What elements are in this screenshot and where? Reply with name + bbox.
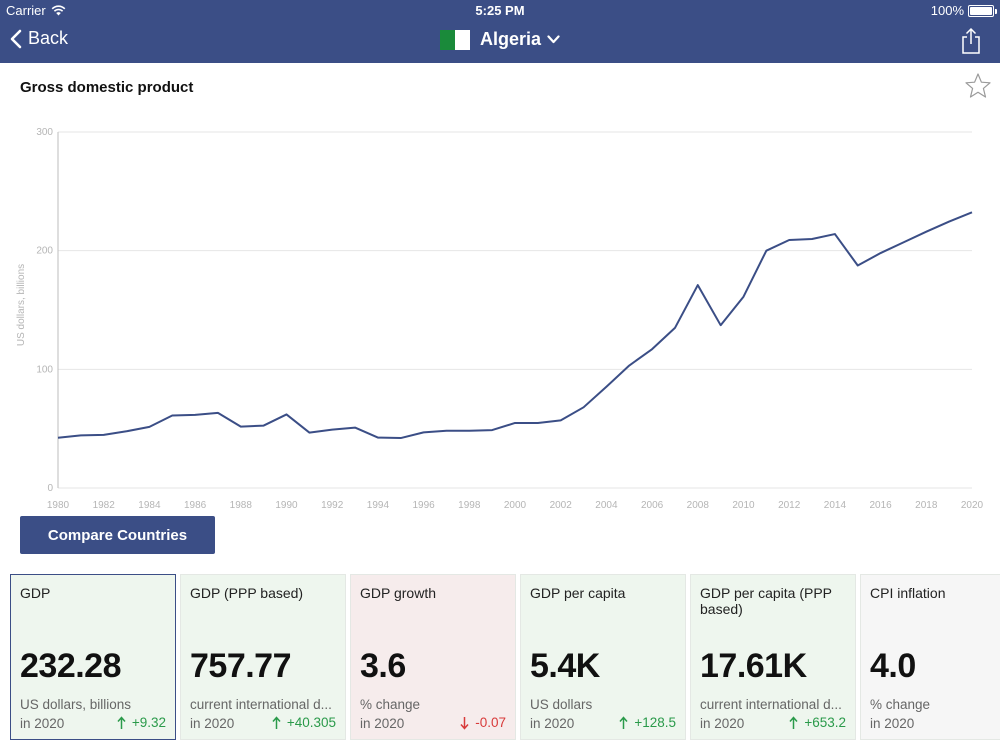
indicator-year: in 2020 (20, 716, 65, 731)
x-tick-label: 2004 (595, 500, 618, 511)
indicator-card[interactable]: GDP 232.28 US dollars, billions in 2020 +9.3… (10, 574, 176, 740)
x-tick-label: 1998 (458, 500, 481, 511)
carrier-label: Carrier (6, 3, 46, 18)
x-tick-label: 1994 (367, 500, 390, 511)
chevron-left-icon (10, 29, 22, 48)
status-bar: Carrier 5:25 PM 100% (0, 0, 1000, 20)
x-tick-label: 1980 (47, 500, 70, 511)
indicator-name: GDP per capita (530, 585, 626, 601)
arrow-up-icon (619, 715, 628, 729)
indicator-change-value: +653.2 (804, 715, 846, 730)
indicator-change: +40.305 (272, 715, 336, 730)
x-tick-label: 2008 (687, 500, 710, 511)
x-tick-label: 1990 (275, 500, 298, 511)
indicator-name: GDP per capita (PPP based) (700, 585, 832, 617)
y-tick-label: 300 (36, 127, 53, 138)
y-tick-label: 0 (47, 483, 53, 494)
indicator-value: 17.61K (700, 647, 807, 685)
indicator-unit: current international d... (700, 697, 842, 712)
y-axis-label: US dollars, billions (16, 264, 27, 346)
share-icon[interactable] (960, 27, 982, 55)
indicator-value: 232.28 (20, 647, 122, 685)
chevron-down-icon (547, 35, 560, 44)
indicator-value: 4.0 (870, 647, 916, 685)
indicator-card[interactable]: GDP (PPP based) 757.77 current internation… (180, 574, 346, 740)
indicator-value: 5.4K (530, 647, 600, 685)
x-tick-label: 2018 (915, 500, 938, 511)
indicator-year: in 2020 (870, 716, 915, 731)
indicator-name: GDP (PPP based) (190, 585, 304, 601)
x-tick-label: 2002 (550, 500, 573, 511)
y-tick-label: 200 (36, 246, 53, 257)
x-tick-label: 1984 (138, 500, 161, 511)
battery-label: 100% (930, 3, 964, 18)
wifi-icon (51, 5, 66, 16)
indicator-unit: US dollars (530, 697, 593, 712)
indicator-change: +653.2 (789, 715, 846, 730)
x-tick-label: 1996 (412, 500, 435, 511)
indicator-name: GDP growth (360, 585, 436, 601)
gdp-series-line (57, 211, 973, 440)
arrow-up-icon (272, 715, 281, 729)
back-button[interactable]: Back (10, 28, 68, 49)
indicator-change-value: +40.305 (286, 715, 336, 730)
indicator-year: in 2020 (190, 716, 235, 731)
y-tick-label: 100 (36, 364, 53, 375)
indicator-card[interactable]: GDP per capita 5.4K US dollars in 2020 +128.… (520, 574, 686, 740)
indicator-name: GDP (20, 585, 51, 601)
algeria-flag-icon (439, 29, 470, 50)
x-tick-label: 2014 (824, 500, 847, 511)
x-tick-label: 1982 (93, 500, 116, 511)
indicator-cards: GDP 232.28 US dollars, billions in 2020 +9.3… (10, 574, 1000, 740)
x-tick-label: 2010 (732, 500, 755, 511)
indicator-unit: current international d... (190, 697, 332, 712)
indicator-change-value: -0.07 (475, 715, 506, 730)
x-tick-label: 1988 (230, 500, 253, 511)
compare-countries-button[interactable]: Compare Countries (20, 516, 215, 554)
status-time: 5:25 PM (475, 3, 525, 18)
indicator-change: +9.32 (117, 715, 166, 730)
carrier-indicator: Carrier (6, 3, 66, 18)
indicator-change: +128.5 (619, 715, 676, 730)
x-tick-label: 1992 (321, 500, 344, 511)
country-name: Algeria (479, 29, 542, 49)
indicator-card[interactable]: GDP growth 3.6 % change in 2020 -0.07 (350, 574, 516, 740)
battery-icon (968, 4, 997, 17)
gdp-line-chart: 0 100 200 300 1980 1982 1984 1986 1988 1990 1992 19… (16, 127, 984, 511)
arrow-up-icon (789, 715, 798, 729)
indicator-name: CPI inflation (870, 585, 946, 601)
indicator-change-value: +128.5 (634, 715, 676, 730)
country-selector[interactable]: Algeria (480, 29, 560, 50)
indicator-change: -0.07 (460, 715, 506, 730)
indicator-value: 757.77 (190, 647, 292, 685)
indicator-unit: % change (870, 697, 931, 712)
navigation-bar: Back Algeria (0, 20, 1000, 63)
indicator-year: in 2020 (700, 716, 745, 731)
back-label: Back (28, 28, 69, 48)
indicator-card[interactable]: GDP per capita (PPP based) 17.61K current … (690, 574, 856, 740)
arrow-down-icon (460, 716, 469, 730)
x-tick-label: 2016 (869, 500, 892, 511)
indicator-change-value: +9.32 (131, 715, 166, 730)
arrow-up-icon (117, 715, 126, 729)
indicator-year: in 2020 (530, 716, 575, 731)
battery-indicator: 100% (930, 3, 997, 18)
x-tick-label: 1986 (184, 500, 207, 511)
x-tick-label: 2000 (504, 500, 527, 511)
x-tick-label: 2012 (778, 500, 801, 511)
top-bar: Carrier 5:25 PM 100% Back (0, 0, 1000, 63)
x-tick-label: 2006 (641, 500, 664, 511)
x-tick-label: 2020 (961, 500, 984, 511)
indicator-card[interactable]: CPI inflation 4.0 % change in 2020 (860, 574, 1000, 740)
indicator-unit: US dollars, billions (20, 697, 132, 712)
indicator-unit: % change (360, 697, 421, 712)
chart-title: Gross domestic product (20, 79, 194, 96)
country-selector-row: Algeria (0, 29, 1000, 50)
indicator-year: in 2020 (360, 716, 405, 731)
indicator-value: 3.6 (360, 647, 406, 685)
favorite-star-icon[interactable] (964, 72, 992, 100)
